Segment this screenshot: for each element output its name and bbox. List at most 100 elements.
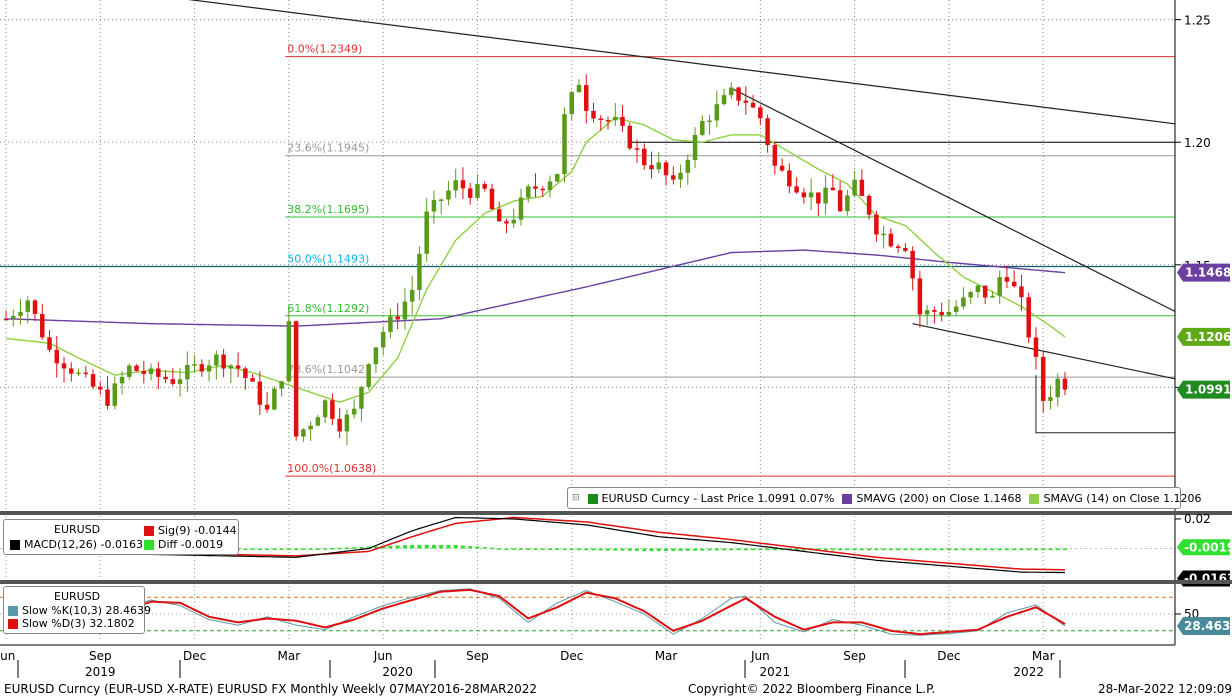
price-tag-1 bbox=[1177, 327, 1230, 346]
candle-body bbox=[11, 315, 16, 319]
stoch-legend-d: Slow %D(3) 32.1802 bbox=[8, 617, 135, 630]
macd-hist-bar bbox=[881, 548, 886, 551]
macd-hist-bar bbox=[446, 544, 451, 549]
macd-hist-bar bbox=[257, 548, 262, 550]
macd-hist-bar bbox=[562, 548, 567, 550]
macd-hist-bar bbox=[1012, 548, 1017, 551]
candle-body bbox=[671, 175, 676, 180]
candle-body bbox=[83, 372, 89, 375]
macd-hist-bar bbox=[395, 545, 400, 549]
candle-body bbox=[627, 125, 633, 149]
candle-body bbox=[642, 148, 647, 166]
stoch-tag-label-0: 28.4639 bbox=[1184, 619, 1232, 633]
x-tick-label-8: Jun bbox=[750, 649, 770, 663]
candle-body bbox=[141, 370, 147, 374]
macd-hist-bar bbox=[315, 548, 320, 550]
macd-hist-bar bbox=[925, 548, 930, 551]
sma-line-2 bbox=[5, 116, 1066, 403]
footer-timestamp: 28-Mar-2022 12:09:09 bbox=[1098, 682, 1232, 696]
macd-hist-bar bbox=[569, 548, 574, 551]
macd-hist-bar bbox=[337, 547, 342, 550]
legend-toggle-icon[interactable]: ⊟ bbox=[572, 493, 580, 503]
candle-body bbox=[794, 186, 799, 193]
x-tick-label-7: Mar bbox=[655, 649, 678, 663]
candle-body bbox=[119, 376, 125, 384]
candle-body bbox=[584, 84, 589, 111]
macd-hist-bar bbox=[417, 544, 422, 549]
macd-hist-bar bbox=[373, 546, 378, 549]
stoch-tag-0 bbox=[1177, 617, 1230, 636]
macd-hist-bar bbox=[867, 548, 872, 551]
candle-body bbox=[395, 316, 400, 320]
x-tick-label-10: Dec bbox=[937, 649, 960, 663]
macd-hist-bar bbox=[243, 548, 248, 550]
candle-body bbox=[25, 300, 31, 312]
macd-hist-bar bbox=[1062, 548, 1067, 551]
candle-body bbox=[714, 104, 720, 121]
y-tick-label-0: 1.25 bbox=[1184, 14, 1211, 28]
candle-body bbox=[649, 165, 654, 170]
candle-body bbox=[808, 192, 814, 198]
macd-hist-bar bbox=[497, 548, 502, 550]
macd-hist-bar bbox=[685, 548, 690, 551]
candle-body bbox=[47, 337, 52, 350]
macd-hist-bar bbox=[555, 548, 560, 550]
candle-body bbox=[975, 285, 981, 293]
macd-legend-signal: Sig(9) -0.0144 bbox=[144, 524, 237, 537]
candle-body bbox=[337, 418, 342, 432]
macd-hist-bar bbox=[410, 544, 415, 549]
candle-body bbox=[61, 363, 67, 369]
candle-body bbox=[192, 364, 197, 366]
candle-body bbox=[852, 179, 857, 196]
candle-body bbox=[112, 383, 118, 406]
candle-body bbox=[90, 374, 96, 387]
candle-body bbox=[489, 188, 495, 210]
footer-description: EURUSD Curncy (EUR-USD X-RATE) EURUSD FX… bbox=[4, 682, 538, 696]
macd-hist-bar bbox=[664, 548, 669, 552]
macd-legend-diff: Diff -0.0019 bbox=[144, 538, 223, 551]
time-axis: Jun Sep Dec Mar Jun Sep Dec Mar Jun Sep Dec Mar 2019… bbox=[0, 644, 1175, 679]
candle-body bbox=[199, 364, 205, 372]
macd-hist-bar bbox=[975, 548, 980, 551]
macd-hist-bar bbox=[823, 548, 828, 551]
macd-hist-bar bbox=[547, 548, 552, 550]
candle-body bbox=[932, 310, 937, 312]
macd-hist-bar bbox=[997, 548, 1002, 551]
macd-hist-bar bbox=[946, 548, 951, 551]
candle-body bbox=[910, 250, 915, 279]
candle-body bbox=[765, 118, 770, 146]
macd-hist-bar bbox=[431, 544, 436, 549]
macd-hist-bar bbox=[265, 548, 270, 550]
macd-hist-bar bbox=[511, 548, 516, 550]
candle-body bbox=[257, 381, 263, 405]
candle-body bbox=[1033, 337, 1039, 357]
main-grid bbox=[0, 0, 1175, 510]
candle-body bbox=[380, 331, 386, 348]
macd-hist-bar bbox=[714, 548, 719, 551]
macd-hist-bar bbox=[642, 548, 647, 551]
macd-hist-bar bbox=[613, 548, 618, 551]
candle-body bbox=[598, 118, 604, 120]
macd-hist-bar bbox=[917, 548, 922, 551]
macd-hist-bar bbox=[968, 548, 973, 551]
candle-body bbox=[308, 425, 313, 430]
macd-hist-bar bbox=[388, 545, 393, 549]
macd-hist-bar bbox=[366, 546, 371, 549]
candle-body bbox=[127, 365, 132, 377]
macd-hist-bar bbox=[294, 548, 299, 550]
candle-body bbox=[279, 381, 284, 389]
candle-body bbox=[946, 311, 952, 315]
candle-body bbox=[540, 188, 545, 191]
candle-body bbox=[997, 277, 1002, 296]
candle-body bbox=[953, 306, 959, 312]
macd-y-tick-label: 0.02 bbox=[1184, 512, 1211, 526]
fib-label-0: 0.0%(1.2349) bbox=[287, 43, 362, 56]
candle-body bbox=[359, 387, 364, 409]
candle-body bbox=[496, 209, 502, 222]
candle-body bbox=[163, 376, 168, 380]
macd-hist-bar bbox=[627, 548, 632, 551]
channel-lower-line bbox=[912, 323, 1176, 380]
candle-body bbox=[446, 190, 451, 200]
macd-hist-bar bbox=[983, 548, 988, 551]
